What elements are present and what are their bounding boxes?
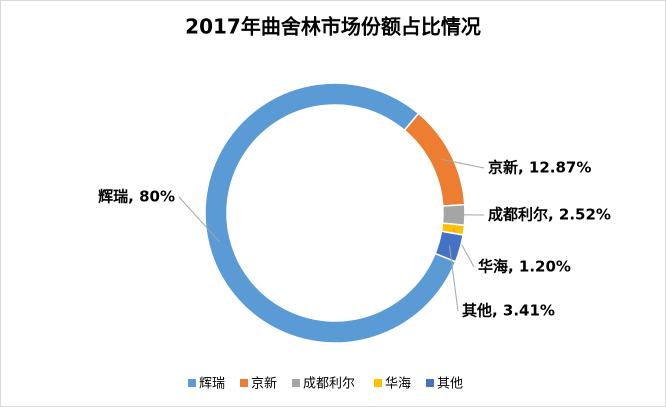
leader-line [178,196,220,243]
donut-slice [204,82,457,344]
data-label: 华海, 1.20% [478,258,571,276]
legend-swatch [426,379,434,387]
leader-line [441,158,485,169]
data-label: 成都利尔, 2.52% [488,206,611,224]
data-label: 辉瑞, 80% [98,188,175,206]
chart-title: 2017年曲舍林市场份额占比情况 [185,15,481,39]
legend-label: 成都利尔 [303,377,355,392]
legend-label: 辉瑞 [199,377,225,392]
legend-swatch [188,379,196,387]
data-label: 京新, 12.87% [488,159,591,177]
legend-swatch [374,379,382,387]
legend-label: 京新 [251,376,277,392]
legend-label: 其他 [437,377,463,392]
leader-line [448,245,459,312]
data-label: 其他, 3.41% [462,302,555,320]
legend-label: 华海 [385,377,411,392]
legend-swatch [240,379,248,387]
legend-swatch [292,379,300,387]
